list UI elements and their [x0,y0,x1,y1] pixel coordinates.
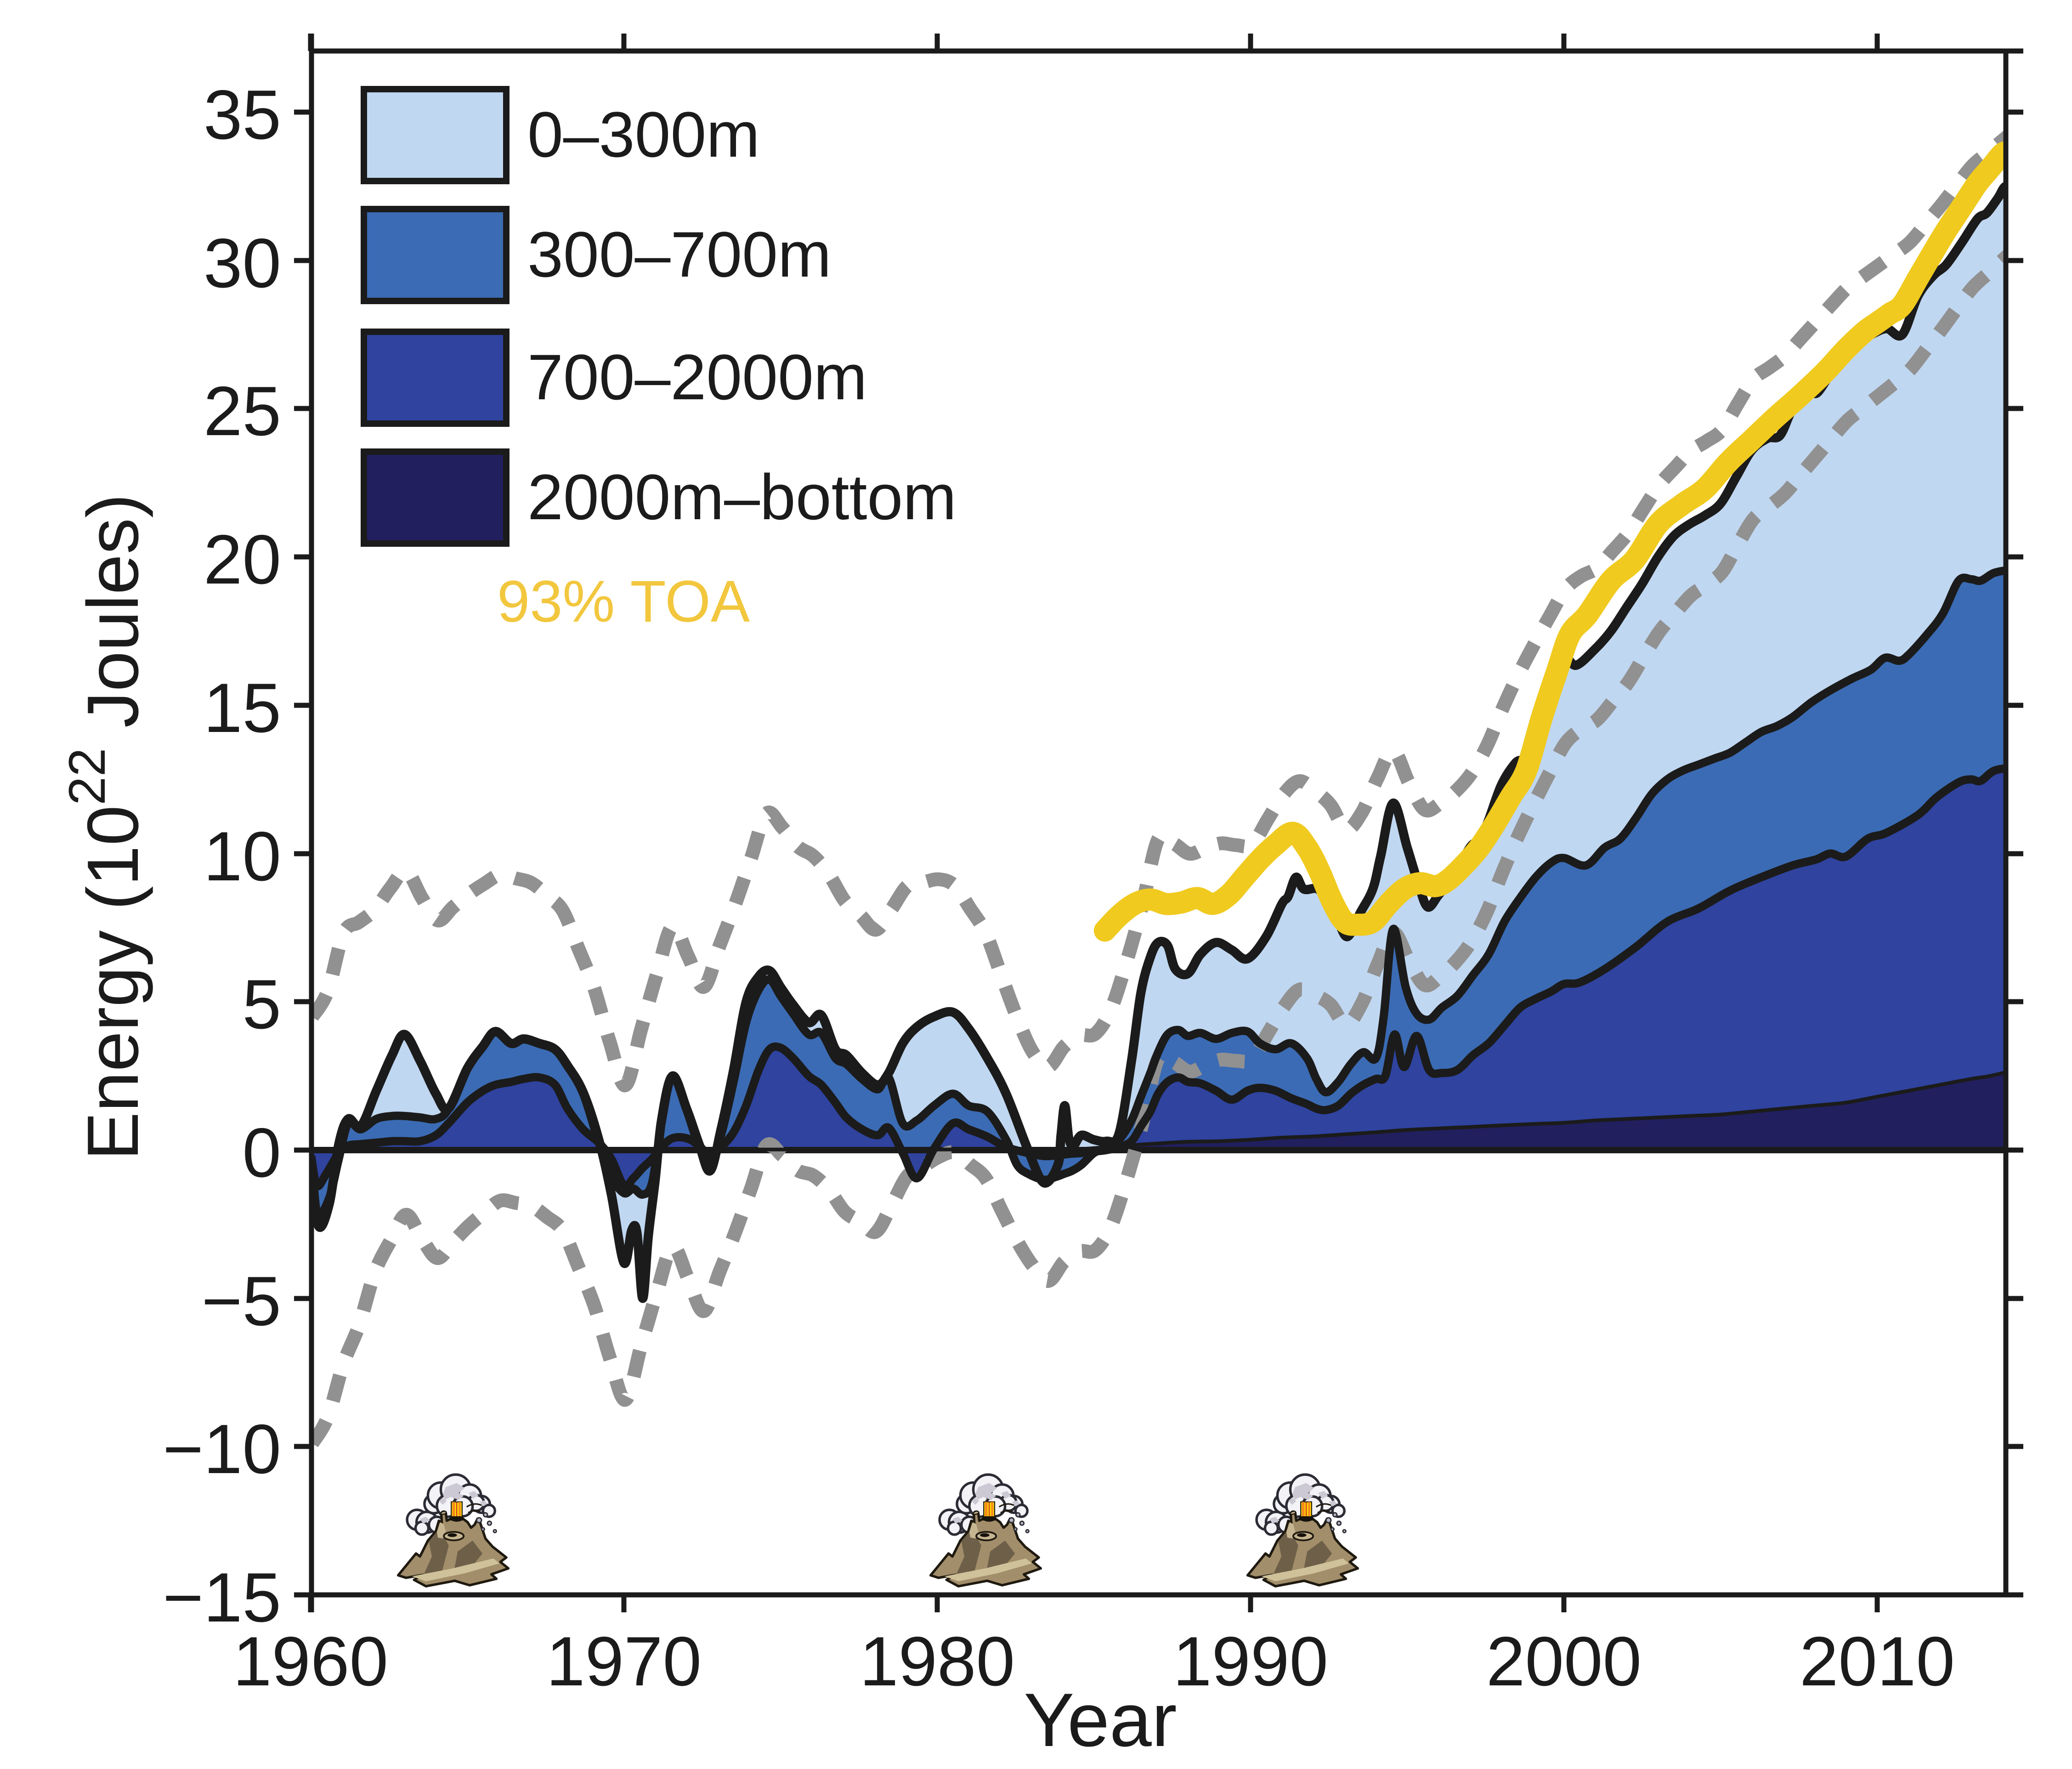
svg-text:2010: 2010 [1800,1622,1955,1701]
svg-text:1990: 1990 [1173,1622,1328,1701]
svg-text:1980: 1980 [860,1622,1015,1701]
svg-text:15: 15 [204,669,281,747]
svg-text:Energy (1022 Joules): Energy (1022 Joules) [58,494,153,1161]
svg-text:10: 10 [204,817,281,896]
svg-text:25: 25 [204,372,281,450]
svg-text:35: 35 [204,76,281,154]
svg-text:30: 30 [204,224,281,302]
svg-text:20: 20 [204,521,281,599]
svg-text:−15: −15 [163,1559,281,1637]
svg-text:5: 5 [242,965,281,1043]
svg-text:2000: 2000 [1486,1622,1642,1701]
svg-text:1970: 1970 [546,1622,702,1701]
svg-text:700–2000m: 700–2000m [527,341,867,413]
svg-text:2000m–bottom: 2000m–bottom [527,461,957,533]
svg-text:0–300m: 0–300m [527,98,760,170]
svg-text:0: 0 [242,1114,281,1192]
svg-text:Year: Year [1024,1678,1177,1762]
svg-text:300–700m: 300–700m [527,218,832,290]
svg-text:−10: −10 [163,1410,281,1488]
svg-text:1960: 1960 [233,1622,388,1701]
svg-text:−5: −5 [202,1262,281,1340]
svg-text:93% TOA: 93% TOA [497,569,750,635]
